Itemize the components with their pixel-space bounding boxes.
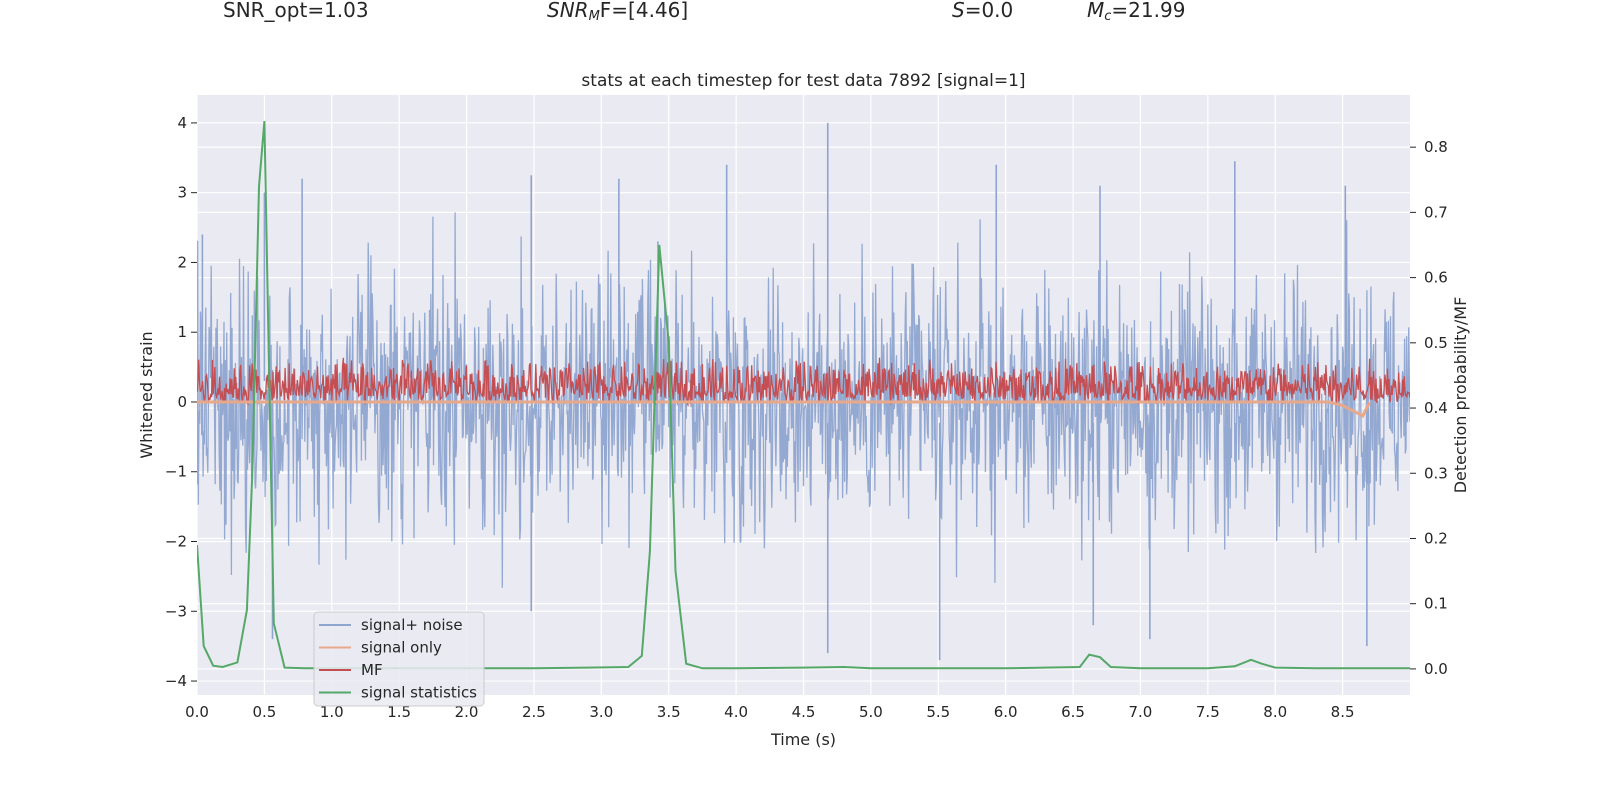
y-tick-label: 2 [177, 253, 187, 271]
x-tick-label: 4.5 [792, 703, 816, 721]
y-right-tick-label: 0.2 [1424, 529, 1448, 547]
legend-label: signal only [361, 639, 442, 657]
x-tick-label: 0.5 [252, 703, 276, 721]
signal-statistics-line [197, 121, 1410, 670]
x-tick-label: 3.0 [589, 703, 613, 721]
y-right-tick-label: 0.8 [1424, 138, 1448, 156]
y-tick-label: 1 [177, 323, 187, 341]
y-tick-label: 3 [177, 184, 187, 202]
x-tick-label: 8.0 [1263, 703, 1287, 721]
y-axis-label: Whitened strain [137, 331, 156, 458]
x-tick-label: 6.5 [1061, 703, 1085, 721]
y-axis-right-label: Detection probability/MF [1451, 297, 1470, 494]
snr-mf-label: SNRMF=[4.46] [547, 0, 689, 24]
x-tick-label: 1.5 [387, 703, 411, 721]
y-right-tick-label: 0.0 [1424, 660, 1448, 678]
x-tick-label: 8.5 [1331, 703, 1355, 721]
y-right-tick-label: 0.4 [1424, 399, 1448, 417]
legend-box [313, 611, 485, 707]
y-tick-label: −4 [165, 672, 187, 690]
signal-only-line [197, 400, 1371, 418]
x-tick-label: 5.5 [926, 703, 950, 721]
legend-label: signal statistics [361, 684, 477, 702]
axes: 0.0 0.5 1.0 1.5 2.0 2.5 3.0 3.5 4.0 4.5 5.0 5.5 6.0 6… [165, 114, 1448, 721]
y-tick-label: −1 [165, 463, 187, 481]
x-axis-label: Time (s) [770, 730, 836, 749]
y-right-tick-label: 0.5 [1424, 334, 1448, 352]
legend-label: signal+ noise [361, 616, 463, 634]
y-tick-label: 0 [177, 393, 187, 411]
series-layer [197, 121, 1410, 670]
x-tick-label: 7.5 [1196, 703, 1220, 721]
x-tick-label: 2.0 [455, 703, 479, 721]
x-tick-label: 3.5 [657, 703, 681, 721]
x-tick-label: 7.0 [1129, 703, 1153, 721]
s-label: S=0.0 [952, 0, 1014, 22]
y-right-tick-label: 0.6 [1424, 269, 1448, 287]
x-tick-label: 5.0 [859, 703, 883, 721]
legend-label: MF [361, 661, 383, 679]
legend: signal+ noise signal only MF signal statist… [313, 611, 485, 707]
x-tick-label: 4.0 [724, 703, 748, 721]
x-tick-label: 0.0 [185, 703, 209, 721]
y-right-tick-label: 0.1 [1424, 595, 1448, 613]
y-tick-label: 4 [177, 114, 187, 132]
x-tick-label: 6.0 [994, 703, 1018, 721]
y-right-tick-label: 0.3 [1424, 464, 1448, 482]
snr-opt-label: SNR_opt=1.03 [223, 0, 369, 22]
x-tick-label: 2.5 [522, 703, 546, 721]
mc-label: Mc=21.99 [1087, 0, 1186, 24]
y-tick-label: −3 [165, 602, 187, 620]
chart-title: stats at each timestep for test data 789… [581, 71, 1025, 91]
x-tick-label: 1.0 [320, 703, 344, 721]
y-tick-label: −2 [165, 533, 187, 551]
y-right-tick-label: 0.7 [1424, 203, 1448, 221]
